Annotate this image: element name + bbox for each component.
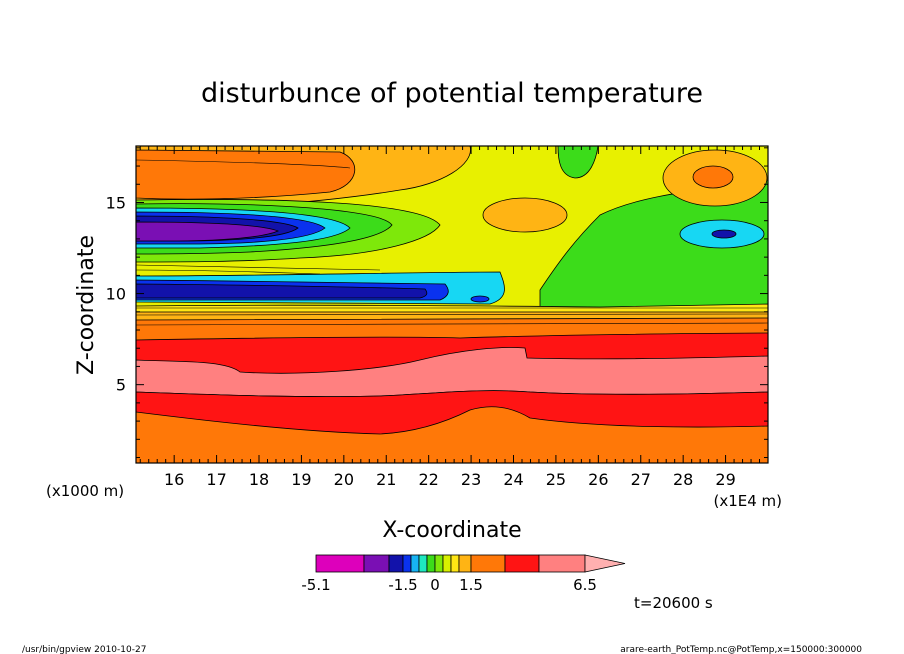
field-lowest-layer xyxy=(136,406,768,463)
field-cold-stripe-navy xyxy=(136,283,428,299)
colorbar-swatch xyxy=(504,554,540,573)
y-axis-title: Z-coordinate xyxy=(74,235,99,375)
x-unit-label: (x1E4 m) xyxy=(713,492,782,510)
colorbar-swatch xyxy=(418,554,428,573)
colorbar-label: -5.1 xyxy=(301,576,330,594)
x-tick-label: 22 xyxy=(418,470,438,489)
x-tick-label: 19 xyxy=(291,470,311,489)
field-cold-core xyxy=(136,221,280,242)
colorbar-label: 0 xyxy=(430,576,440,594)
colorbar-swatch xyxy=(442,554,452,573)
field-green-top xyxy=(557,146,599,179)
x-tick-label: 28 xyxy=(673,470,693,489)
colorbar-label: 1.5 xyxy=(459,576,483,594)
x-tick-label: 27 xyxy=(631,470,651,489)
chart-title: disturbunce of potential temperature xyxy=(201,78,703,109)
x-tick-label: 17 xyxy=(206,470,226,489)
field-mid-warm-patch xyxy=(482,197,568,233)
x-tick-label: 23 xyxy=(461,470,481,489)
x-tick-label: 18 xyxy=(249,470,269,489)
x-axis-title: X-coordinate xyxy=(382,518,521,543)
colorbar-label: 6.5 xyxy=(573,576,597,594)
colorbar-swatch xyxy=(402,554,412,573)
colorbar-swatch xyxy=(470,554,506,573)
colorbar-swatch xyxy=(538,554,586,573)
field-upper-warm-core xyxy=(136,149,356,200)
x-tick-label: 21 xyxy=(376,470,396,489)
colorbar-label: -1.5 xyxy=(388,576,417,594)
axes: 16 17 18 19 20 21 22 23 24 25 26 27 28 29 5 10 15 xyxy=(106,146,769,489)
footer-right: arare-earth_PotTemp.nc@PotTemp,x=150000:… xyxy=(620,645,862,654)
colorbar-swatch xyxy=(363,554,390,573)
field-small-cold-blob xyxy=(470,295,490,303)
colorbar-swatch xyxy=(388,554,404,573)
field-right-cold-core xyxy=(711,229,737,239)
y-tick-label: 5 xyxy=(116,376,126,395)
colorbar-swatch xyxy=(426,554,436,573)
x-tick-label: 16 xyxy=(164,470,184,489)
x-tick-label: 29 xyxy=(715,470,735,489)
y-tick-label: 10 xyxy=(106,285,126,304)
field-upper-right-core xyxy=(692,165,734,189)
x-tick-label: 24 xyxy=(503,470,523,489)
plot-area xyxy=(136,146,768,463)
x-tick-label: 25 xyxy=(546,470,566,489)
time-label: t=20600 s xyxy=(634,594,713,612)
colorbar-swatch xyxy=(434,554,444,573)
y-unit-label: (x1000 m) xyxy=(46,482,124,500)
colorbar: -5.1 -1.5 0 1.5 6.5 xyxy=(301,554,626,594)
x-tick-label: 26 xyxy=(588,470,608,489)
y-tick-label: 15 xyxy=(106,193,126,212)
colorbar-arrow xyxy=(584,554,626,573)
x-tick-label: 20 xyxy=(334,470,354,489)
colorbar-swatch xyxy=(458,554,472,573)
colorbar-swatch xyxy=(450,554,460,573)
footer-left: /usr/bin/gpview 2010-10-27 xyxy=(22,645,146,654)
colorbar-swatch xyxy=(410,554,420,573)
plot-frame xyxy=(135,145,769,464)
colorbar-swatch xyxy=(315,554,365,573)
